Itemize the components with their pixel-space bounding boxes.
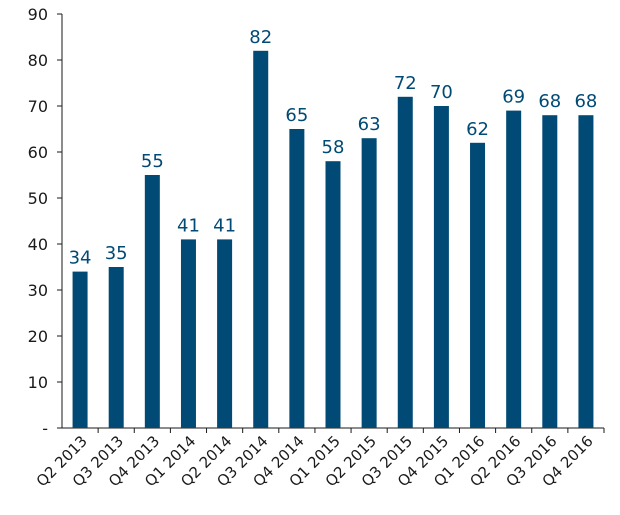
y-tick-label: 80 bbox=[28, 51, 48, 70]
data-label: 65 bbox=[285, 105, 308, 126]
bar bbox=[108, 267, 124, 428]
bar bbox=[144, 175, 160, 428]
data-label: 58 bbox=[322, 137, 345, 158]
y-axis: - 10 20 30 40 50 60 70 80 90 bbox=[28, 5, 63, 438]
bar bbox=[361, 138, 377, 428]
bar bbox=[433, 106, 449, 428]
y-tick-label: 50 bbox=[28, 189, 48, 208]
y-tick-label: - bbox=[42, 419, 48, 438]
bar bbox=[542, 115, 558, 428]
data-labels: 34 35 55 41 41 82 65 58 63 72 70 62 69 68 68 bbox=[69, 27, 598, 269]
bar bbox=[325, 161, 341, 428]
data-label: 34 bbox=[69, 248, 92, 269]
data-label: 69 bbox=[502, 87, 525, 108]
bar bbox=[470, 142, 486, 429]
data-label: 82 bbox=[249, 27, 272, 48]
y-tick-label: 90 bbox=[28, 5, 48, 24]
y-tick-label: 60 bbox=[28, 143, 48, 162]
data-label: 35 bbox=[105, 243, 128, 264]
data-label: 68 bbox=[574, 91, 597, 112]
bar bbox=[506, 110, 522, 428]
bar bbox=[253, 50, 269, 429]
bar bbox=[289, 129, 305, 428]
y-tick-label: 70 bbox=[28, 97, 48, 116]
y-tick-label: 20 bbox=[28, 327, 48, 346]
bar bbox=[217, 239, 233, 428]
data-label: 72 bbox=[394, 73, 417, 94]
data-label: 55 bbox=[141, 151, 164, 172]
bar bbox=[180, 239, 196, 428]
data-label: 62 bbox=[466, 119, 489, 140]
bar bbox=[397, 96, 413, 429]
data-label: 70 bbox=[430, 82, 453, 103]
data-label: 41 bbox=[213, 215, 236, 236]
bar bbox=[578, 115, 594, 428]
y-tick-label: 10 bbox=[28, 373, 48, 392]
y-tick-label: 40 bbox=[28, 235, 48, 254]
y-tick-label: 30 bbox=[28, 281, 48, 300]
data-label: 41 bbox=[177, 215, 200, 236]
data-label: 68 bbox=[538, 91, 561, 112]
data-label: 63 bbox=[358, 114, 381, 135]
bars bbox=[72, 50, 594, 429]
bar bbox=[72, 271, 88, 428]
